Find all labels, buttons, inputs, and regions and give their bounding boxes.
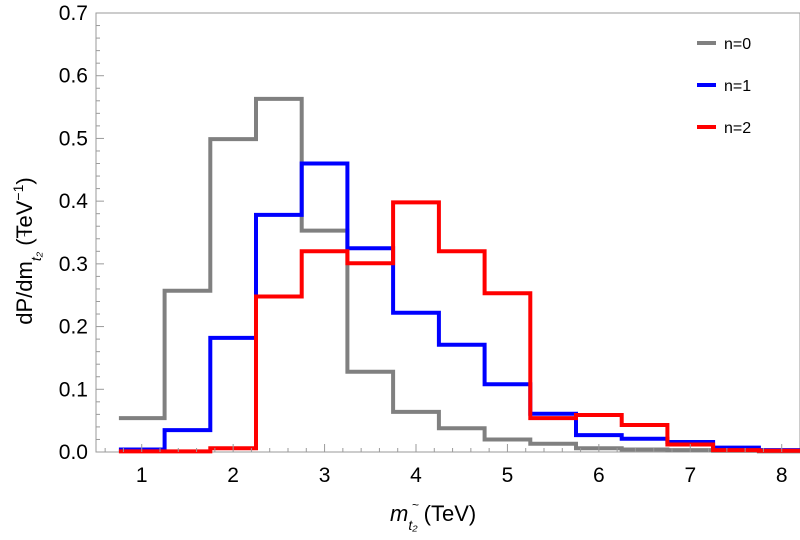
x-axis-label-unit: (TeV) <box>418 501 477 526</box>
y-axis-label-unit-open: (TeV <box>12 200 37 252</box>
y-axis-label-unit-close: ) <box>12 177 37 184</box>
y-axis-label: dP/dmt₂ (TeV−1) <box>10 177 44 324</box>
y-axis-label-unit-exp: −1 <box>10 184 26 200</box>
legend: n=0 n=1 n=2 <box>697 36 751 137</box>
x-tick-label: 3 <box>319 464 331 487</box>
y-axis-label-group: dP/dmt₂ (TeV−1) <box>10 177 44 324</box>
series-line-n-0 <box>118 96 800 454</box>
x-tick-label: 2 <box>227 464 239 487</box>
y-axis-label-sub: t₂ <box>28 251 44 261</box>
series-line-n-2 <box>118 200 800 454</box>
legend-label: n=1 <box>724 78 751 95</box>
y-tick-label: 0.0 <box>59 441 88 464</box>
y-tick-label: 0.1 <box>59 378 88 401</box>
y-tick-label: 0.2 <box>59 316 88 339</box>
x-tick-label: 6 <box>593 464 605 487</box>
series-layer <box>118 96 800 454</box>
y-tick-label: 0.4 <box>59 190 89 213</box>
y-tick-label: 0.5 <box>59 127 88 150</box>
x-tick-label: 5 <box>502 464 514 487</box>
y-tick-label: 0.3 <box>59 253 88 276</box>
y-axis-label-accent: ~ <box>18 230 32 237</box>
y-tick-label: 0.7 <box>59 2 88 25</box>
axes-layer: 0.0 0.1 0.2 0.3 0.4 0.5 0.6 0.7 1 2 3 4 5 6 7 8 <box>59 2 788 487</box>
plot-frame <box>95 12 800 453</box>
x-tick-label: 8 <box>776 464 788 487</box>
x-tick-label: 4 <box>410 464 422 487</box>
x-axis-label-accent: ~ <box>412 498 419 512</box>
legend-label: n=0 <box>724 36 751 53</box>
y-axis-label-prefix: dP/dm <box>12 261 37 325</box>
x-axis-label: mt₂ (TeV) <box>390 501 476 533</box>
x-axis-label-main: m <box>390 501 408 526</box>
series-line-n-1 <box>118 161 800 453</box>
x-axis-label-sub: t₂ <box>408 517 418 533</box>
legend-label: n=2 <box>724 120 751 137</box>
x-tick-label: 7 <box>684 464 696 487</box>
x-tick-label: 1 <box>136 464 148 487</box>
y-tick-label: 0.6 <box>59 65 88 88</box>
